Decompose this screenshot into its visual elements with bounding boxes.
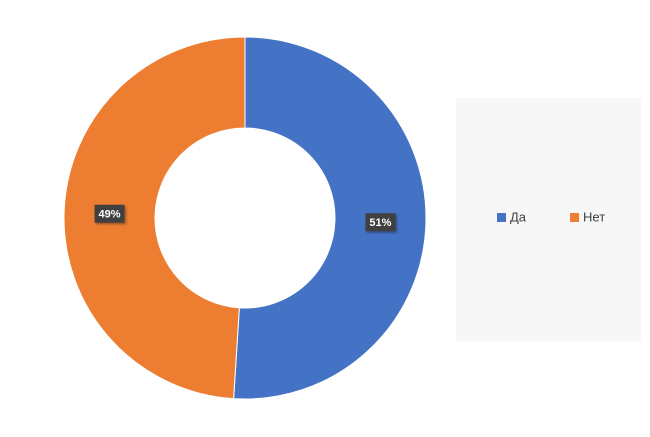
donut-slice [63,36,246,400]
legend-box [456,98,641,341]
legend-swatch [497,213,506,222]
data-label: 49% [94,204,125,223]
plot-area: 51% 49% [63,36,427,400]
donut-slice [233,36,427,400]
legend: Да Нет [456,98,641,341]
data-label: 51% [365,213,396,232]
data-label-box [94,204,125,223]
data-label-text: 51% [369,217,391,229]
data-label-box [365,213,396,232]
data-label-text: 49% [99,209,121,221]
legend-label: Да [510,209,527,224]
legend-label: Нет [583,209,605,224]
legend-swatch [570,213,580,222]
